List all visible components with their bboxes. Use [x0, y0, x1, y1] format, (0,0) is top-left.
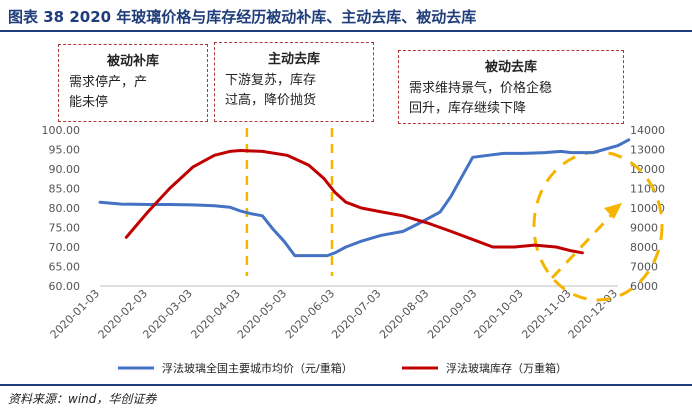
annotation-header: 被动去库: [484, 60, 537, 75]
x-tick-label: 2020-05-03: [235, 287, 289, 341]
chart-axes: 100.00 95.00 90.00 85.00 80.00 75.00 70.00 65.0…: [42, 124, 666, 341]
y-right-tick-label: 6000: [630, 280, 658, 293]
y-left-tick-label: 100.00: [42, 124, 81, 137]
annotation-line: 过高，降价抛货: [225, 93, 317, 108]
legend-label: 浮法玻璃库存（万重箱）: [446, 361, 567, 375]
x-tick-label: 2020-01-03: [48, 287, 102, 341]
annotation-active-destocking: 主动去库 下游复苏，库存 过高，降价抛货: [214, 42, 374, 122]
y-right-tick-label: 10000: [630, 202, 665, 215]
y-left-tick-label: 65.00: [49, 261, 81, 274]
y-left-tick-label: 60.00: [49, 280, 81, 293]
annotation-line: 下游复苏，库存: [225, 73, 317, 88]
annotation-line: 回升，库存继续下降: [409, 101, 527, 116]
annotation-body: 需求维持景气，价格企稳 回升，库存继续下降: [399, 75, 623, 119]
source-divider: [0, 384, 692, 386]
series-line-price: [98, 138, 631, 258]
y-right-tick-label: 12000: [630, 163, 665, 176]
annotation-line: 需求停产，产: [69, 75, 148, 90]
legend-label: 浮法玻璃全国主要城市均价（元/重箱）: [162, 361, 353, 375]
y-right-tick-label: 8000: [630, 241, 658, 254]
x-tick-label: 2020-08-03: [377, 287, 431, 341]
series-layer: [98, 138, 631, 258]
chart-legend: 浮法玻璃全国主要城市均价（元/重箱） 浮法玻璃库存（万重箱）: [118, 361, 567, 375]
annotation-line: 需求维持景气，价格企稳: [409, 81, 553, 96]
y-left-tick-label: 90.00: [49, 163, 81, 176]
series-line-inventory: [124, 149, 584, 255]
highlight-arrow-shaft: [550, 208, 618, 280]
x-tick-label: 2020-07-03: [329, 287, 383, 341]
x-tick-label: 2020-10-03: [471, 287, 525, 341]
figure-source: 资料来源：wind，华创证券: [8, 392, 157, 406]
annotation-header: 被动补库: [106, 54, 159, 69]
annotation-passive-restocking: 被动补库 需求停产，产 能未停: [58, 44, 208, 122]
y-left-tick-label: 85.00: [49, 183, 81, 196]
figure-title: 图表 38 2020 年玻璃价格与库存经历被动补库、主动去库、被动去库: [8, 8, 477, 26]
y-right-tick-label: 7000: [630, 261, 658, 274]
phase-markers: [245, 128, 334, 276]
title-divider: [0, 30, 692, 32]
y-right-tick-label: 9000: [630, 222, 658, 235]
y-left-tick-label: 70.00: [49, 241, 81, 254]
y-right-tick-label: 14000: [630, 124, 665, 137]
y-left-tick-label: 80.00: [49, 202, 81, 215]
annotation-body: 下游复苏，库存 过高，降价抛货: [215, 67, 373, 111]
y-right-tick-label: 13000: [630, 144, 665, 157]
annotation-line: 能未停: [69, 95, 109, 110]
highlight-arrow-head: [604, 203, 622, 219]
y-left-tick-label: 95.00: [49, 144, 81, 157]
annotation-passive-destocking: 被动去库 需求维持景气，价格企稳 回升，库存继续下降: [398, 50, 624, 124]
y-right-tick-label: 11000: [630, 183, 665, 196]
y-left-tick-label: 75.00: [49, 222, 81, 235]
annotation-header: 主动去库: [267, 52, 320, 67]
annotation-body: 需求停产，产 能未停: [59, 69, 207, 113]
